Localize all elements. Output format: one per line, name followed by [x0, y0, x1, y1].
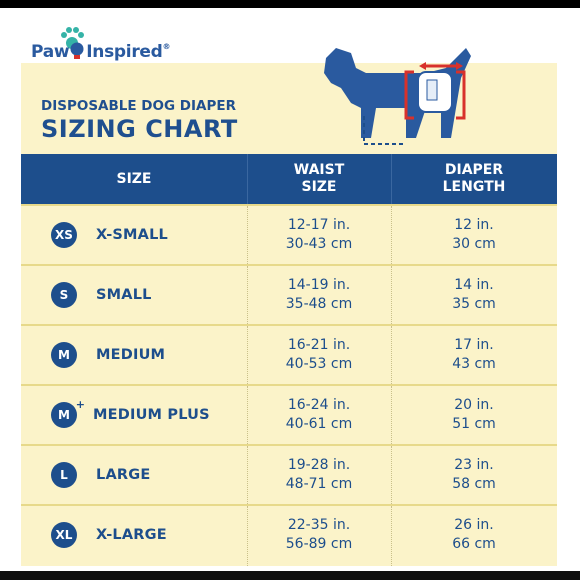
table-row: L LARGE 19-28 in. 48-71 cm 23 in. 58 cm	[21, 446, 557, 506]
size-badge: L	[51, 462, 77, 488]
size-name: X-LARGE	[96, 527, 167, 543]
brand-logo: Paw Inspired®	[25, 22, 225, 62]
column-divider	[391, 386, 392, 444]
table-row: XS X-SMALL 12-17 in. 30-43 cm 12 in. 30 cm	[21, 206, 557, 266]
size-cell: L LARGE	[21, 446, 247, 504]
chart-title: SIZING CHART	[41, 115, 238, 143]
size-cell: M MEDIUM	[21, 326, 247, 384]
length-cell: 26 in. 66 cm	[452, 517, 496, 552]
size-cell: XL X-LARGE	[21, 506, 247, 564]
waist-cell: 14-19 in. 35-48 cm	[285, 277, 353, 312]
size-table: SIZE WAIST SIZE DIAPER LENGTH XS X-SMALL 1…	[21, 154, 557, 566]
size-cell: S SMALL	[21, 266, 247, 324]
size-badge: S	[51, 282, 77, 308]
bottom-border	[0, 571, 580, 580]
size-badge: M	[51, 342, 77, 368]
column-divider	[247, 154, 248, 204]
waist-cell: 16-24 in. 40-61 cm	[285, 397, 353, 432]
size-badge: XS	[51, 222, 77, 248]
size-name: MEDIUM	[96, 347, 166, 363]
top-border	[0, 0, 580, 8]
size-cell: XS X-SMALL	[21, 206, 247, 264]
size-name: X-SMALL	[96, 227, 168, 243]
column-divider	[247, 266, 248, 324]
column-divider	[391, 206, 392, 264]
column-divider	[391, 266, 392, 324]
length-cell: 20 in. 51 cm	[452, 397, 496, 432]
title-banner: DISPOSABLE DOG DIAPER SIZING CHART	[21, 63, 557, 154]
waist-cell: 22-35 in. 56-89 cm	[285, 517, 353, 552]
column-divider	[247, 326, 248, 384]
table-row: M MEDIUM 16-21 in. 40-53 cm 17 in. 43 cm	[21, 326, 557, 386]
dog-silhouette-icon	[324, 48, 471, 145]
waist-cell: 16-21 in. 40-53 cm	[285, 337, 353, 372]
column-divider	[247, 506, 248, 566]
table-row: S SMALL 14-19 in. 35-48 cm 14 in. 35 cm	[21, 266, 557, 326]
column-divider	[391, 446, 392, 504]
column-divider	[247, 206, 248, 264]
chart-subtitle: DISPOSABLE DOG DIAPER	[41, 98, 236, 114]
waist-cell: 12-17 in. 30-43 cm	[285, 217, 353, 252]
header-waist-size: WAIST SIZE	[293, 162, 345, 195]
size-badge: M +	[51, 398, 85, 428]
header-diaper-length: DIAPER LENGTH	[442, 162, 506, 195]
length-cell: 14 in. 35 cm	[452, 277, 496, 312]
table-header: SIZE WAIST SIZE DIAPER LENGTH	[21, 154, 557, 206]
size-name: LARGE	[96, 467, 151, 483]
table-row: XL X-LARGE 22-35 in. 56-89 cm 26 in. 66 cm	[21, 506, 557, 566]
column-divider	[391, 506, 392, 566]
table-row: M + MEDIUM PLUS 16-24 in. 40-61 cm 20 in. 5…	[21, 386, 557, 446]
size-name: SMALL	[96, 287, 152, 303]
brand-name: Paw Inspired®	[31, 42, 171, 62]
column-divider	[391, 326, 392, 384]
header-size: SIZE	[116, 170, 152, 187]
size-badge: XL	[51, 522, 77, 548]
column-divider	[391, 154, 392, 204]
paw-icon	[61, 27, 84, 49]
size-cell: M + MEDIUM PLUS	[21, 386, 247, 444]
header: Paw Inspired® DISPOSABLE DOG DIAPER SIZIN…	[21, 8, 557, 154]
sizing-chart-card: Paw Inspired® DISPOSABLE DOG DIAPER SIZIN…	[21, 8, 557, 571]
length-cell: 17 in. 43 cm	[452, 337, 496, 372]
column-divider	[247, 386, 248, 444]
length-cell: 12 in. 30 cm	[452, 217, 496, 252]
lightbulb-icon	[70, 42, 84, 59]
column-divider	[247, 446, 248, 504]
size-name: MEDIUM PLUS	[93, 407, 210, 423]
length-cell: 23 in. 58 cm	[452, 457, 496, 492]
waist-cell: 19-28 in. 48-71 cm	[285, 457, 353, 492]
